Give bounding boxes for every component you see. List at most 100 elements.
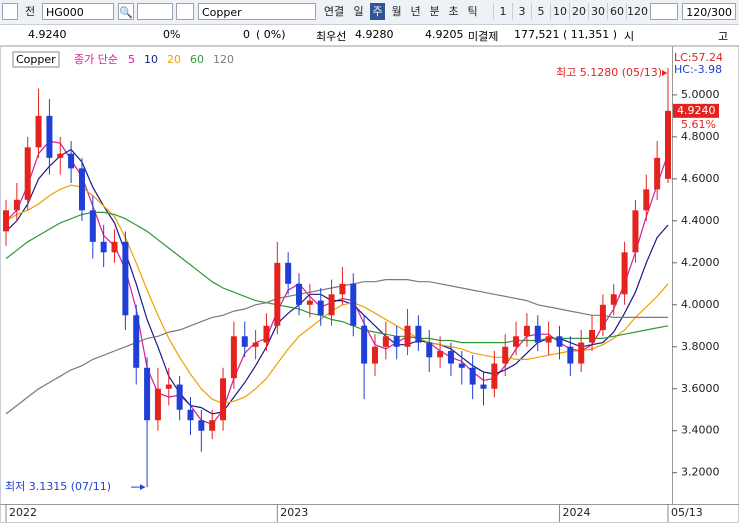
chart-title: Copper: [16, 53, 56, 66]
last-price-label: 4.9240: [677, 104, 716, 117]
name-field: Copper: [198, 3, 316, 20]
candle-body: [415, 325, 422, 343]
menu-icon[interactable]: [2, 3, 18, 20]
candle-body: [361, 325, 368, 364]
low-arrow-head: [140, 484, 146, 491]
search-button[interactable]: 🔍: [118, 3, 134, 20]
candle-body: [100, 241, 107, 253]
candle-body: [393, 336, 400, 347]
x-tick-label: 2022: [9, 506, 37, 519]
candle-body: [426, 342, 433, 358]
count: 120: [686, 6, 708, 19]
chart: Copper 종가 단순 LC:57.24 HC:-3.98 5 10 20 60 12…: [0, 46, 739, 523]
candle-body: [230, 336, 237, 379]
candle-body: [502, 346, 509, 364]
chart-frame: [0, 46, 739, 523]
high-note: 최고 5.1280 (05/13): [556, 66, 662, 79]
candle-body: [252, 342, 259, 347]
y-tick-label: 4.8000: [681, 130, 720, 143]
y-tick-label: 3.4000: [681, 424, 720, 437]
y-tick-label: 3.8000: [681, 340, 720, 353]
candle-body: [534, 325, 541, 343]
sound-button[interactable]: [176, 3, 194, 20]
y-tick-label: 4.2000: [681, 256, 720, 269]
price: 4.9240: [28, 28, 67, 41]
time-label: 시: [624, 30, 635, 43]
candle-body: [632, 210, 639, 253]
period-button[interactable]: 주: [370, 3, 385, 20]
code-input[interactable]: HG000: [42, 3, 114, 20]
candle-body: [665, 110, 671, 179]
candle-body: [3, 210, 9, 232]
y-tick-label: 4.0000: [681, 298, 720, 311]
period-button[interactable]: 틱: [467, 5, 478, 18]
period-button[interactable]: 월: [391, 5, 402, 18]
candle-body: [57, 153, 64, 158]
interval-button[interactable]: 5: [531, 3, 550, 20]
interval-button[interactable]: 3: [512, 3, 531, 20]
count-field[interactable]: 120/300: [682, 3, 736, 20]
candle-body: [654, 157, 661, 190]
candle-body: [404, 325, 411, 347]
candle-body: [567, 346, 574, 364]
interval-button[interactable]: 10: [550, 3, 569, 20]
y-tick-label: 3.2000: [681, 466, 720, 479]
info-bar: 4.9240 0% 0 ( 0%) 최우선 4.9280 4.9205 미결제 …: [0, 25, 739, 46]
last-price-box: [673, 103, 719, 118]
candle-body: [241, 336, 248, 347]
legend-entry: 120: [213, 53, 234, 66]
y-tick-label: 3.6000: [681, 382, 720, 395]
candle-body: [610, 294, 617, 305]
candle-body: [78, 168, 85, 211]
x-tick-label: 2024: [562, 506, 590, 519]
period-button[interactable]: 분: [429, 5, 440, 18]
flag[interactable]: 전: [24, 5, 36, 18]
high-arrow-head: [662, 70, 667, 77]
oi-change: ( 11,351 ): [563, 28, 618, 41]
period-button[interactable]: 초: [448, 5, 459, 18]
change: 0: [243, 28, 250, 41]
candle-body: [263, 325, 270, 343]
y-tick-label: 4.6000: [681, 172, 720, 185]
candle-body: [458, 363, 465, 368]
candle-body: [371, 346, 378, 364]
candle-body: [46, 115, 53, 158]
candle-body: [176, 384, 183, 410]
interval-button[interactable]: 1: [493, 3, 512, 20]
ma-line: [5, 279, 668, 415]
candle-body: [296, 283, 303, 305]
period-button[interactable]: 연결: [323, 5, 345, 18]
option-button[interactable]: [137, 3, 173, 20]
interval-button[interactable]: 20: [569, 3, 588, 20]
change-pct: ( 0%): [256, 28, 286, 41]
candle-body: [187, 409, 194, 421]
legend-entry: 5: [128, 53, 135, 66]
candle-body: [350, 283, 357, 326]
candle-body: [154, 388, 161, 421]
candle-body: [480, 384, 487, 389]
interval-button[interactable]: 30: [588, 3, 607, 20]
interval-button[interactable]: 120: [626, 3, 648, 20]
dropdown[interactable]: [650, 3, 678, 20]
candle-body: [437, 350, 444, 358]
high-label: 고: [718, 30, 729, 43]
candle-body: [556, 336, 563, 347]
candle-body: [24, 147, 31, 200]
candle-body: [35, 115, 42, 148]
candle-body: [589, 329, 596, 343]
title-box: [12, 51, 60, 68]
legend-entry: 20: [167, 53, 181, 66]
candle-body: [491, 363, 498, 389]
candle-body: [144, 367, 151, 421]
candle-body: [469, 367, 476, 385]
period-button[interactable]: 년: [410, 5, 421, 18]
candle-body: [220, 378, 227, 421]
period-button[interactable]: 일: [353, 5, 364, 18]
candle-body: [111, 241, 118, 253]
oi-label: 미결제: [468, 30, 499, 43]
candle-body: [621, 252, 628, 295]
lc: LC:57.24: [674, 51, 723, 64]
candle-body: [545, 336, 552, 343]
interval-button[interactable]: 60: [607, 3, 626, 20]
